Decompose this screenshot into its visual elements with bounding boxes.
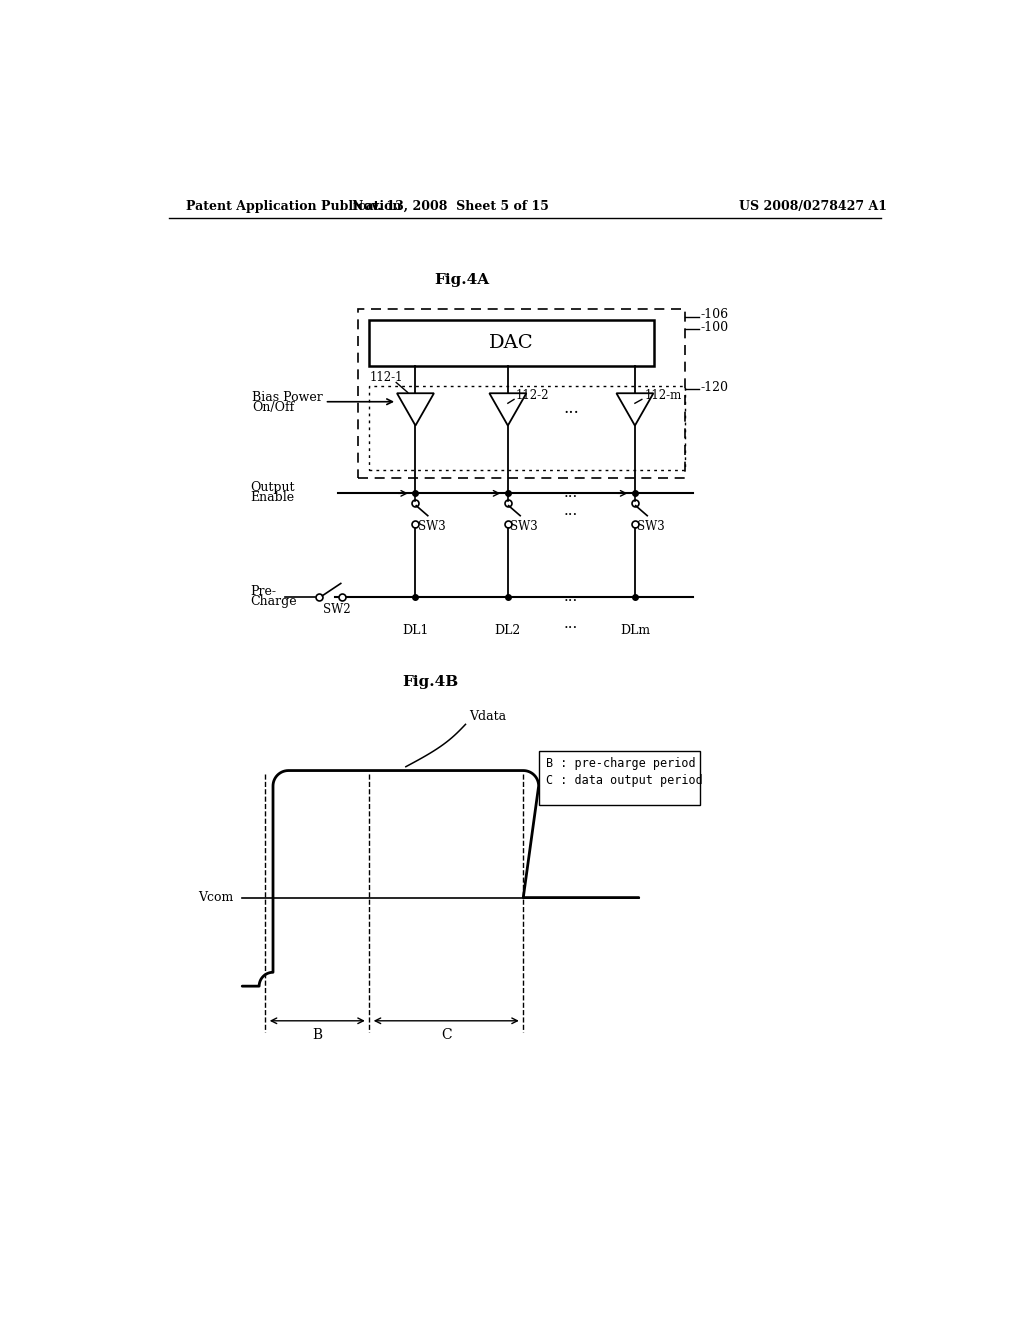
Text: -106: -106: [700, 308, 728, 321]
Text: ...: ...: [564, 590, 579, 605]
Text: ...: ...: [564, 618, 579, 631]
Bar: [539, 751, 700, 805]
Text: Bias Power: Bias Power: [252, 391, 323, 404]
Polygon shape: [489, 393, 526, 425]
Text: Vdata: Vdata: [469, 710, 507, 723]
Text: Enable: Enable: [250, 491, 294, 504]
Text: 112-2: 112-2: [515, 389, 549, 403]
Text: Output: Output: [250, 482, 295, 495]
Bar: [357, 309, 685, 478]
Text: Charge: Charge: [250, 594, 297, 607]
Polygon shape: [616, 393, 653, 425]
Text: DAC: DAC: [489, 334, 535, 352]
Bar: [370, 385, 685, 470]
Text: On/Off: On/Off: [252, 400, 295, 413]
Text: DLm: DLm: [620, 624, 650, 638]
Text: DL2: DL2: [495, 624, 521, 638]
Text: US 2008/0278427 A1: US 2008/0278427 A1: [739, 199, 887, 213]
Text: Fig.4A: Fig.4A: [434, 273, 489, 286]
Text: SW3: SW3: [637, 520, 665, 533]
Text: DL1: DL1: [402, 624, 429, 638]
Bar: [370, 321, 654, 367]
Text: SW2: SW2: [323, 603, 350, 616]
Polygon shape: [397, 393, 434, 425]
Text: ...: ...: [564, 486, 579, 500]
Text: -120: -120: [700, 380, 728, 393]
Text: 112-1: 112-1: [370, 371, 402, 384]
Text: Pre-: Pre-: [250, 585, 275, 598]
Text: Fig.4B: Fig.4B: [402, 675, 459, 689]
Text: C: C: [441, 1028, 452, 1041]
Text: SW3: SW3: [418, 520, 445, 533]
Text: -100: -100: [700, 321, 728, 334]
Text: B: B: [312, 1028, 323, 1041]
Text: ...: ...: [563, 400, 579, 417]
Text: 112-m: 112-m: [644, 389, 681, 403]
Text: ...: ...: [564, 504, 579, 517]
Text: Vcom: Vcom: [198, 891, 233, 904]
Text: Nov. 13, 2008  Sheet 5 of 15: Nov. 13, 2008 Sheet 5 of 15: [351, 199, 549, 213]
Text: C : data output period: C : data output period: [547, 774, 703, 787]
Text: B : pre-charge period: B : pre-charge period: [547, 758, 696, 770]
Text: SW3: SW3: [510, 520, 538, 533]
Text: Patent Application Publication: Patent Application Publication: [186, 199, 401, 213]
